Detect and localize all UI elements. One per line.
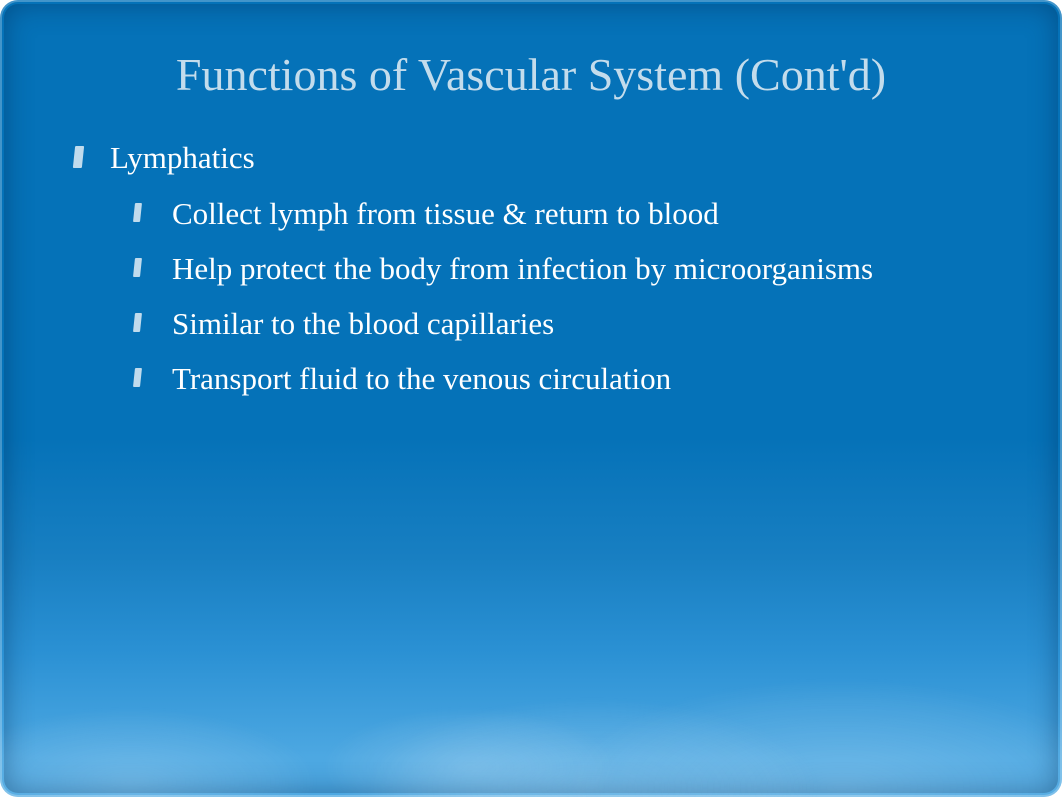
cloud-shape	[320, 707, 620, 797]
bullet-text: Transport fluid to the venous circulatio…	[172, 361, 671, 396]
bullet-level2: Collect lymph from tissue & return to bl…	[130, 192, 992, 237]
slide-title: Functions of Vascular System (Cont'd)	[70, 46, 992, 104]
slide-body: Lymphatics Collect lymph from tissue & r…	[70, 136, 992, 403]
bullet-level1: Lymphatics	[70, 136, 992, 181]
bullet-level2: Similar to the blood capillaries	[130, 302, 992, 347]
bullet-text: Lymphatics	[110, 140, 255, 175]
bullet-level2: Transport fluid to the venous circulatio…	[130, 357, 992, 402]
decorative-clouds	[0, 597, 1062, 797]
cloud-shape	[0, 707, 320, 797]
bullet-text: Similar to the blood capillaries	[172, 306, 554, 341]
slide: Functions of Vascular System (Cont'd) Ly…	[0, 0, 1062, 797]
bullet-level2: Help protect the body from infection by …	[130, 247, 992, 292]
cloud-shape	[562, 677, 1062, 797]
cloud-shape	[362, 697, 822, 797]
bullet-text: Collect lymph from tissue & return to bl…	[172, 196, 719, 231]
bullet-text: Help protect the body from infection by …	[172, 251, 873, 286]
